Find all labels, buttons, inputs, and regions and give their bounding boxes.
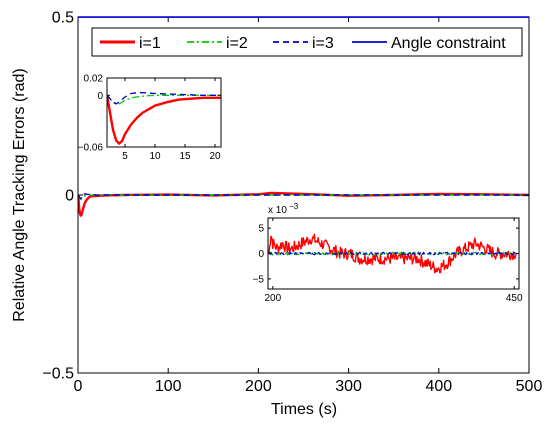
main-series-group <box>78 17 529 217</box>
plot-layers: 0 100 200 300 400 500−0.500.5i=1 i=2 i=3 Angle c… <box>42 10 542 395</box>
inset-steady-x-tick-label: 450 <box>506 293 523 304</box>
inset-start-background <box>107 78 221 147</box>
main-y-tick-label: 0 <box>65 188 74 205</box>
inset-steady-series-2 <box>268 251 517 256</box>
inset-start-y-tick-label: 0.02 <box>84 74 104 85</box>
inset-steady-series-1 <box>268 233 517 274</box>
inset-start-x-tick-label: 10 <box>149 151 161 162</box>
inset-start-x-tick-label: 5 <box>122 151 128 162</box>
legend: i=1 i=2 i=3 Angle constraint <box>91 27 523 57</box>
inset-start-series-group <box>107 92 221 145</box>
inset-steady-x-tick-label: 200 <box>264 293 281 304</box>
main-axes: 0 100 200 300 400 500−0.500.5 <box>42 10 542 395</box>
inset-steady-axes: 200 450 5 0 −5 x 10 −3 <box>253 202 523 304</box>
inset-steady-series-group <box>268 233 517 274</box>
inset-steady-y-tick-label: 0 <box>258 249 264 260</box>
inset-steady-y-tick-label: 5 <box>258 224 264 235</box>
inset-start-x-tick-label: 20 <box>209 151 221 162</box>
inset-start-axes: 5 10 15 20 0.02 0 −0.06 <box>78 74 222 162</box>
inset-start-series-3 <box>107 92 221 105</box>
inset-start-x-tick-label: 15 <box>179 151 191 162</box>
legend-label-4: Angle constraint <box>391 35 506 52</box>
main-x-tick-label: 100 <box>155 378 182 395</box>
legend-label-2: i=2 <box>226 35 248 52</box>
main-x-tick-label: 400 <box>425 378 452 395</box>
inset-steady-exponent-power: −3 <box>287 202 299 211</box>
inset-steady-y-tick-label: −5 <box>253 274 265 285</box>
legend-label-1: i=1 <box>139 35 161 52</box>
inset-steady-exponent-base: x 10 <box>268 205 287 216</box>
main-x-tick-label: 300 <box>335 378 362 395</box>
main-x-tick-label: 500 <box>516 378 543 395</box>
inset-start-series-1 <box>107 95 221 145</box>
main-x-tick-label: 200 <box>245 378 272 395</box>
legend-label-3: i=3 <box>312 35 334 52</box>
inset-start-frame <box>106 77 222 148</box>
x-axis-label: Times (s) <box>271 401 337 418</box>
main-x-tick-label: 0 <box>74 378 83 395</box>
main-y-tick-label: −0.5 <box>42 366 74 383</box>
inset-start-y-tick-label: 0 <box>97 91 103 102</box>
main-series-3 <box>78 193 529 200</box>
y-axis-label: Relative Angle Tracking Errors (rad) <box>11 68 28 321</box>
inset-start-series-2 <box>107 94 221 105</box>
inset-start-y-tick-label: −0.06 <box>78 143 104 154</box>
inset-steady-series-3 <box>268 251 517 256</box>
main-y-tick-label: 0.5 <box>52 10 74 27</box>
inset-steady-exponent: x 10 −3 <box>268 202 299 216</box>
